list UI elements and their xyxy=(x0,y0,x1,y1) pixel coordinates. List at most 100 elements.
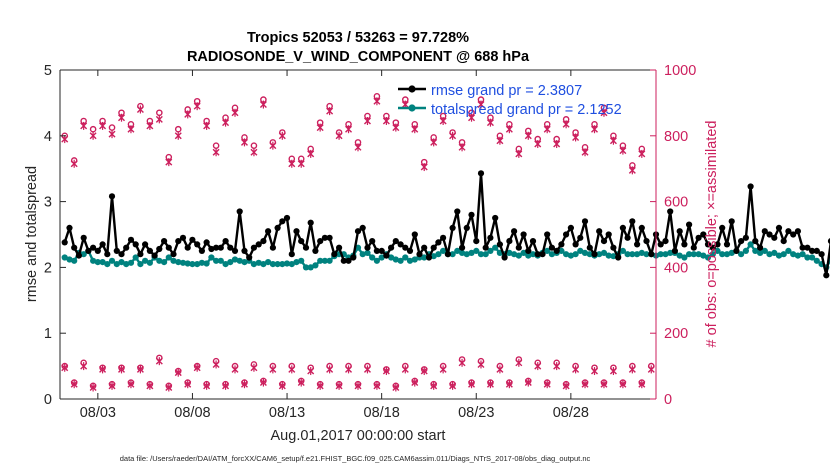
x-tick-label: 08/03 xyxy=(80,405,116,421)
rmse-point xyxy=(629,218,636,225)
obs-assimilated-marker xyxy=(250,148,258,157)
obs-assimilated-marker xyxy=(117,113,125,122)
rmse-point xyxy=(704,241,712,248)
rmse-point xyxy=(94,247,101,254)
rmse-point xyxy=(572,241,579,248)
obs-assimilated-marker xyxy=(420,367,428,376)
rmse-point xyxy=(142,241,149,248)
totalspread-point xyxy=(217,257,224,264)
totalspread-point xyxy=(690,251,697,258)
rmse-point xyxy=(137,251,144,258)
rmse-point xyxy=(657,241,664,248)
totalspread-point xyxy=(667,249,674,256)
totalspread-point xyxy=(175,259,182,266)
obs-assimilated-marker xyxy=(458,358,466,367)
obs-assimilated-marker xyxy=(534,362,542,371)
rmse-point xyxy=(780,238,787,245)
rmse-point xyxy=(600,238,608,245)
rmse-point xyxy=(241,247,248,254)
obs-assimilated-marker xyxy=(534,140,542,149)
rmse-point xyxy=(113,247,120,254)
obs-assimilated-marker xyxy=(307,149,315,158)
rmse-point xyxy=(179,234,187,241)
rmse-point xyxy=(255,241,262,248)
totalspread-point xyxy=(794,252,802,259)
rmse-point xyxy=(274,224,281,231)
obs-assimilated-marker xyxy=(572,365,580,374)
rmse-point xyxy=(723,241,731,248)
totalspread-point xyxy=(529,251,537,258)
totalspread-point xyxy=(506,249,513,256)
obs-assimilated-marker xyxy=(628,365,636,374)
rmse-point xyxy=(71,244,78,251)
rmse-point xyxy=(477,170,485,177)
obs-assimilated-marker xyxy=(89,131,97,140)
obs-assimilated-marker xyxy=(439,365,447,374)
rmse-point xyxy=(250,244,257,251)
obs-assimilated-marker xyxy=(496,136,504,145)
totalspread-point xyxy=(771,249,778,256)
obs-assimilated-marker xyxy=(316,381,324,390)
rmse-point xyxy=(794,228,802,235)
y-right-tick-label: 0 xyxy=(664,392,672,408)
rmse-point xyxy=(354,228,362,235)
rmse-point xyxy=(227,244,234,251)
rmse-point xyxy=(208,245,215,253)
totalspread-point xyxy=(255,259,262,266)
totalspread-point xyxy=(194,261,201,268)
totalspread-point xyxy=(572,251,579,258)
rmse-point xyxy=(459,244,466,251)
totalspread-point xyxy=(392,256,399,263)
rmse-point xyxy=(695,234,702,241)
obs-assimilated-marker xyxy=(240,138,248,147)
rmse-point xyxy=(435,239,442,246)
obs-assimilated-marker xyxy=(146,381,154,390)
rmse-point xyxy=(336,244,343,251)
obs-assimilated-marker xyxy=(174,131,182,140)
totalspread-point xyxy=(388,254,395,261)
totalspread-point xyxy=(208,254,215,261)
obs-assimilated-marker xyxy=(581,380,589,389)
obs-assimilated-marker xyxy=(401,365,409,374)
rmse-point xyxy=(681,241,688,248)
rmse-point xyxy=(383,252,390,259)
totalspread-point xyxy=(477,251,485,258)
totalspread-point xyxy=(790,251,797,258)
totalspread-point xyxy=(634,251,641,258)
totalspread-point xyxy=(785,247,792,254)
rmse-point xyxy=(686,221,693,228)
totalspread-point xyxy=(236,257,243,264)
rmse-point xyxy=(638,224,645,231)
obs-assimilated-marker xyxy=(609,136,617,145)
obs-assimilated-marker xyxy=(345,365,353,374)
obs-assimilated-marker xyxy=(354,381,362,390)
rmse-point xyxy=(487,234,494,241)
obs-assimilated-marker xyxy=(505,380,513,389)
obs-assimilated-marker xyxy=(628,166,636,175)
rmse-point xyxy=(170,251,177,258)
totalspread-point xyxy=(108,257,116,264)
obs-assimilated-marker xyxy=(174,368,182,377)
series-layer xyxy=(61,170,830,279)
totalspread-point xyxy=(548,251,556,258)
rmse-point xyxy=(80,234,87,241)
rmse-point xyxy=(359,224,366,231)
totalspread-point xyxy=(704,254,712,261)
totalspread-point xyxy=(515,252,522,259)
rmse-point xyxy=(265,228,272,235)
totalspread-point xyxy=(525,252,532,259)
obs-assimilated-marker xyxy=(326,365,334,374)
rmse-point xyxy=(648,251,655,258)
rmse-point xyxy=(194,241,201,248)
obs-assimilated-marker xyxy=(155,357,163,366)
rmse-point xyxy=(222,238,229,245)
totalspread-point xyxy=(738,251,745,258)
obs-assimilated-marker xyxy=(581,148,589,157)
obs-assimilated-marker xyxy=(278,381,286,390)
rmse-point xyxy=(321,234,328,241)
rmse-point xyxy=(217,244,224,251)
totalspread-point xyxy=(695,251,702,258)
obs-assimilated-marker xyxy=(99,365,107,374)
totalspread-point xyxy=(719,251,726,258)
